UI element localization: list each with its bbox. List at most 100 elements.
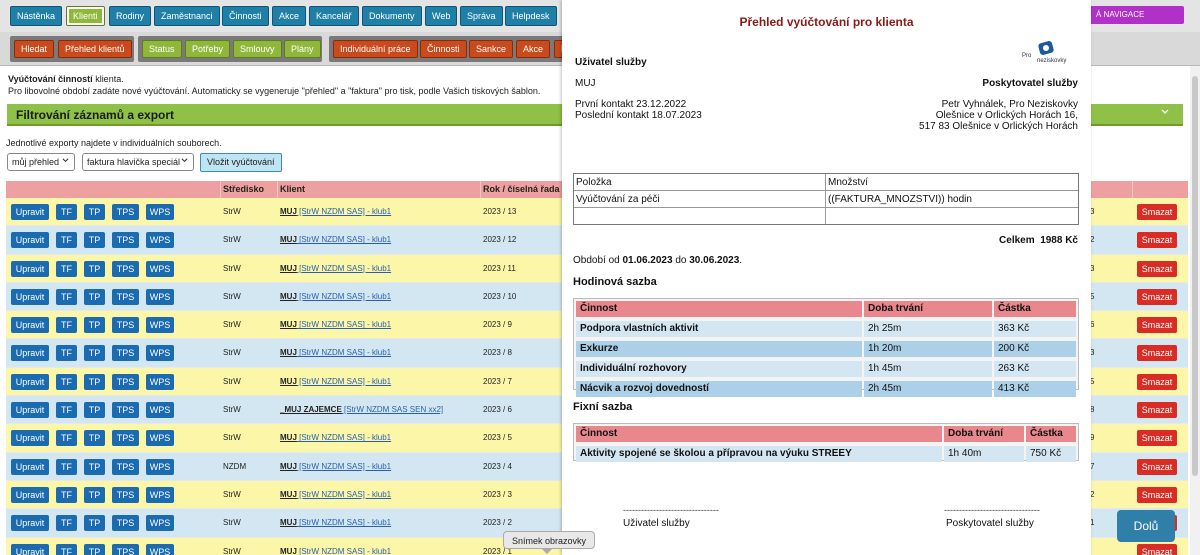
needs-button[interactable]: Potřeby: [185, 40, 231, 58]
tps-button[interactable]: TPS: [112, 288, 139, 305]
delete-button[interactable]: Smazat: [1137, 402, 1177, 419]
tps-button[interactable]: TPS: [112, 543, 139, 555]
tp-button[interactable]: TP: [84, 486, 105, 503]
tps-button[interactable]: TPS: [112, 260, 139, 277]
tf-button[interactable]: TF: [56, 486, 77, 503]
edit-button[interactable]: Upravit: [11, 373, 49, 390]
edit-button[interactable]: Upravit: [11, 486, 49, 503]
row-client-link[interactable]: MUJ [StrW NZDM SAS] - klub1: [280, 320, 391, 329]
tab-dokumenty[interactable]: Dokumenty: [362, 6, 422, 26]
tab-rodiny[interactable]: Rodiny: [109, 6, 152, 26]
delete-button[interactable]: Smazat: [1137, 486, 1177, 503]
delete-button[interactable]: Smazat: [1137, 232, 1177, 249]
wps-button[interactable]: WPS: [146, 204, 174, 220]
wps-button[interactable]: WPS: [146, 430, 174, 447]
row-client-link[interactable]: MUJ [StrW NZDM SAS] - klub1: [280, 292, 391, 301]
tf-button[interactable]: TF: [56, 543, 77, 555]
page-scrollbar[interactable]: [1190, 66, 1200, 555]
tp-button[interactable]: TP: [84, 260, 105, 277]
row-client-link[interactable]: MUJ [StrW NZDM SAS] - klub1: [280, 348, 391, 357]
tp-button[interactable]: TP: [84, 373, 105, 390]
wps-button[interactable]: WPS: [146, 317, 174, 334]
delete-button[interactable]: Smazat: [1137, 317, 1177, 334]
row-client-link[interactable]: MUJ [StrW NZDM SAS] - klub1: [280, 490, 391, 499]
scrollbar-thumb[interactable]: [1192, 76, 1198, 476]
column-year[interactable]: Rok / číselná řada: [483, 184, 560, 194]
edit-button[interactable]: Upravit: [11, 232, 49, 249]
scroll-down-button[interactable]: Dolů: [1117, 510, 1175, 542]
contracts-button[interactable]: Smlouvy: [233, 40, 282, 58]
tp-button[interactable]: TP: [84, 232, 105, 249]
tps-button[interactable]: TPS: [112, 345, 139, 362]
delete-button[interactable]: Smazat: [1137, 430, 1177, 447]
edit-button[interactable]: Upravit: [11, 317, 49, 334]
row-client-link[interactable]: MUJ [StrW NZDM SAS] - klub1: [280, 462, 391, 471]
tf-button[interactable]: TF: [56, 204, 77, 220]
edit-button[interactable]: Upravit: [11, 402, 49, 419]
tf-button[interactable]: TF: [56, 458, 77, 475]
tab-kancelar[interactable]: Kancelář: [309, 6, 359, 26]
delete-button[interactable]: Smazat: [1137, 345, 1177, 362]
delete-button[interactable]: Smazat: [1137, 288, 1177, 305]
edit-button[interactable]: Upravit: [11, 515, 49, 532]
tps-button[interactable]: TPS: [112, 232, 139, 249]
row-client-link[interactable]: MUJ [StrW NZDM SAS] - klub1: [280, 207, 391, 216]
row-client-link[interactable]: MUJ [StrW NZDM SAS] - klub1: [280, 547, 391, 555]
tf-button[interactable]: TF: [56, 373, 77, 390]
delete-button[interactable]: Smazat: [1137, 204, 1177, 220]
tab-klienti[interactable]: Klienti: [66, 6, 105, 26]
tf-button[interactable]: TF: [56, 232, 77, 249]
edit-button[interactable]: Upravit: [11, 543, 49, 555]
tps-button[interactable]: TPS: [112, 515, 139, 532]
tps-button[interactable]: TPS: [112, 430, 139, 447]
tab-akce[interactable]: Akce: [272, 6, 307, 26]
edit-button[interactable]: Upravit: [11, 288, 49, 305]
navigation-toggle[interactable]: Á NAVIGACE: [1090, 6, 1184, 24]
row-client-link[interactable]: MUJ [StrW NZDM SAS] - klub1: [280, 518, 391, 527]
tps-button[interactable]: TPS: [112, 458, 139, 475]
delete-button[interactable]: Smazat: [1137, 458, 1177, 475]
tp-button[interactable]: TP: [84, 402, 105, 419]
tab-nastenka[interactable]: Nástěnka: [10, 6, 63, 26]
tf-button[interactable]: TF: [56, 288, 77, 305]
sanctions-button[interactable]: Sankce: [469, 40, 514, 58]
wps-button[interactable]: WPS: [146, 373, 174, 390]
tf-button[interactable]: TF: [56, 402, 77, 419]
row-client-link[interactable]: MUJ [StrW NZDM SAS] - klub1: [280, 264, 391, 273]
wps-button[interactable]: WPS: [146, 543, 174, 555]
delete-button[interactable]: Smazat: [1137, 543, 1177, 555]
row-client-link[interactable]: MUJ [StrW NZDM SAS] - klub1: [280, 433, 391, 442]
tp-button[interactable]: TP: [84, 204, 105, 220]
wps-button[interactable]: WPS: [146, 345, 174, 362]
edit-button[interactable]: Upravit: [11, 260, 49, 277]
edit-button[interactable]: Upravit: [11, 458, 49, 475]
wps-button[interactable]: WPS: [146, 260, 174, 277]
column-client[interactable]: Klient: [280, 184, 306, 194]
column-center[interactable]: Středisko: [223, 184, 265, 194]
tab-sprava[interactable]: Správa: [460, 6, 503, 26]
tp-button[interactable]: TP: [84, 515, 105, 532]
tps-button[interactable]: TPS: [112, 402, 139, 419]
wps-button[interactable]: WPS: [146, 232, 174, 249]
edit-button[interactable]: Upravit: [11, 430, 49, 447]
plans-button[interactable]: Plány: [284, 40, 321, 58]
delete-button[interactable]: Smazat: [1137, 260, 1177, 277]
tf-button[interactable]: TF: [56, 260, 77, 277]
search-button[interactable]: Hledat: [14, 40, 55, 58]
tf-button[interactable]: TF: [56, 345, 77, 362]
wps-button[interactable]: WPS: [146, 515, 174, 532]
tab-web[interactable]: Web: [425, 6, 458, 26]
tab-zamestnanci[interactable]: Zaměstnanci: [154, 6, 220, 26]
tf-button[interactable]: TF: [56, 317, 77, 334]
delete-button[interactable]: Smazat: [1137, 373, 1177, 390]
status-button[interactable]: Status: [142, 40, 182, 58]
row-client-link[interactable]: _MUJ ZAJEMCE [StrW NZDM SAS SEN xx2]: [280, 405, 443, 414]
tp-button[interactable]: TP: [84, 317, 105, 334]
client-overview-button[interactable]: Přehled klientů: [58, 40, 132, 58]
tp-button[interactable]: TP: [84, 345, 105, 362]
wps-button[interactable]: WPS: [146, 458, 174, 475]
tf-button[interactable]: TF: [56, 515, 77, 532]
insert-billing-button[interactable]: Vložit vyúčtování: [200, 153, 282, 172]
tps-button[interactable]: TPS: [112, 204, 139, 220]
tf-button[interactable]: TF: [56, 430, 77, 447]
